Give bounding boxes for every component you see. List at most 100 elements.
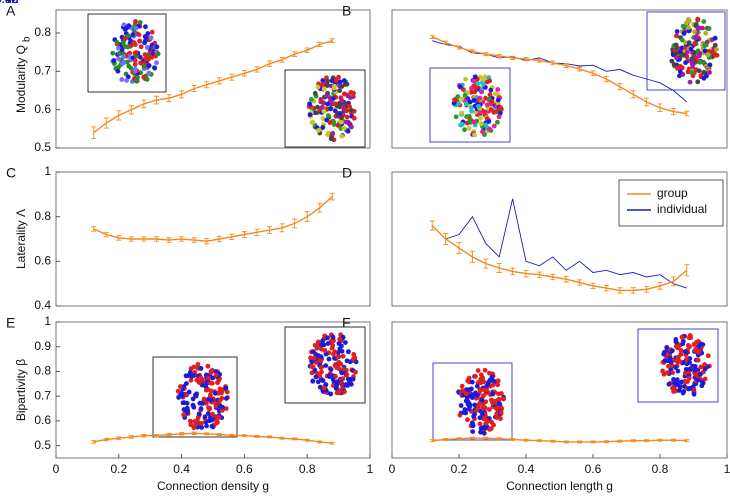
inset-brain-dot [664,370,670,376]
inset-brain-dot [330,377,336,382]
inset-brain-dot [312,90,318,96]
inset-brain-dot [349,124,354,130]
error-bar [153,236,159,242]
error-bar [536,439,542,443]
inset-brain-dot [477,95,483,101]
inset-brain-dot [470,429,476,435]
error-bar [469,436,475,440]
inset-brain-dot [348,107,354,113]
inset-brain-dot [666,363,671,369]
x-tick-label: 0.8 [299,462,316,476]
inset-brain-dot [348,90,354,95]
inset-brain-dot [315,339,321,345]
inset-brain-dot [342,340,348,345]
inset-brain-dot [459,383,465,389]
inset-brain-dot [133,19,138,24]
inset-brain-dot [321,86,327,92]
x-tick-label: 0.2 [110,462,127,476]
error-bar [644,285,650,293]
inset-brain-dot [190,396,196,402]
inset-brain-dot [703,30,709,36]
error-bar [128,105,134,115]
inset-brain-dot [712,42,718,48]
inset-brain-dot [317,384,323,390]
inset-brain-dot [679,379,685,385]
error-bar [510,267,516,276]
inset-brain-dot [673,339,679,345]
error-bar [103,231,109,238]
inset-brain-dot [695,26,701,32]
inset-brain-dot [309,96,314,102]
inset-brain-dot [693,346,699,352]
error-bar [91,440,97,444]
inset-brain-dot [478,429,483,435]
inset-brain-dot [669,348,675,354]
inset-brain-dot [687,360,692,365]
inset-brain-dot [326,373,332,379]
inset-brain-dot [310,349,316,355]
inset-brain-dot [332,349,338,355]
inset-brain-dot [475,368,481,373]
inset-brain-dot [329,78,335,84]
inset-brain-dot [687,344,693,350]
inset-brain-dot [223,385,229,391]
inset-brain-dot [714,52,720,58]
error-bar [657,282,663,290]
inset-brain-dot [155,51,161,57]
inset-brain-dot [458,403,464,408]
inset-brain-dot [224,389,230,395]
panel-letter: F [342,315,351,331]
inset-brain-dot [463,101,469,107]
inset-brain-dot [705,353,711,359]
inset-brain-dot [681,52,687,58]
inset-brain-dot [487,92,493,98]
inset-brain-dot [480,378,486,383]
y-tick-label: 0.6 [34,102,51,116]
inset-brain-dot [328,367,334,372]
inset-brain-dot [121,22,127,28]
inset-brain-dot [126,23,132,29]
inset-brain-dot [148,35,154,41]
inset-brain-dot [346,103,352,109]
inset-brain-dot [478,121,484,127]
y-tick-label: 0.7 [34,64,51,78]
inset-brain-dot [318,354,324,360]
inset-brain-dot [686,40,692,46]
inset-brain-dot [348,381,354,387]
error-bar [254,435,260,438]
error-bar [103,437,109,442]
inset-brain-dot [204,423,209,429]
inset-brain-dot [680,390,686,396]
inset-brain-dot [111,58,117,63]
inset-brain-dot [701,19,707,24]
inset-brain-dot [462,93,468,98]
error-bar [550,273,556,281]
inset-brain-dot [693,22,699,27]
inset-brain-dot [683,60,688,66]
error-bar [317,202,323,213]
inset-brain-dot [457,84,463,90]
error-bar [523,269,529,278]
inset-brain-dot [459,110,465,116]
error-bar [229,73,235,81]
error-bar [443,40,449,45]
inset-brain-dot [330,334,336,340]
inset-brain-dot [466,387,472,393]
inset-brain-dot [688,46,694,52]
inset-brain-dot [341,125,347,131]
plot-frame [391,321,728,459]
error-bar [103,117,109,129]
inset-brain-dot [193,392,198,398]
inset-brain-dot [177,384,183,389]
error-bar [153,434,159,438]
inset-brain-dot [308,355,313,361]
inset-brain-dot [456,101,462,107]
inset-brain-dot [491,123,497,129]
inset-brain-dot [471,119,477,125]
inset-brain-dot [494,415,500,420]
inset-brain-dot [471,413,477,419]
inset-brain-dot [216,414,222,420]
inset-brain-dot [341,78,347,83]
error-bar [91,126,97,139]
